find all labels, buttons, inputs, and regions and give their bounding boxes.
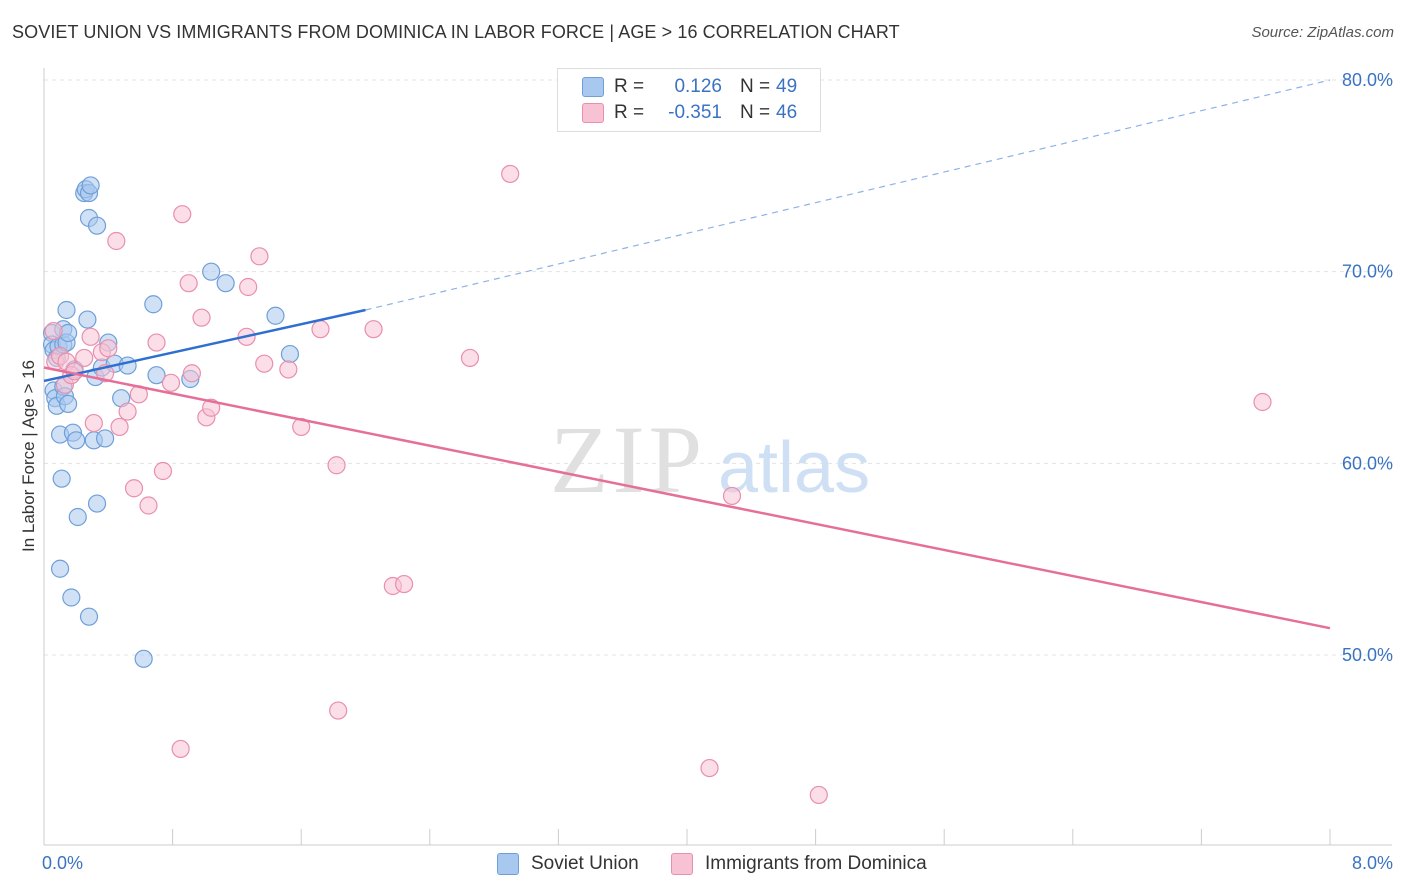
dominica-point <box>239 277 258 297</box>
legend-swatch-dominica <box>582 103 604 123</box>
y-axis-label: In Labor Force | Age > 16 <box>19 360 38 552</box>
dominica-point <box>81 327 100 346</box>
y-tick-label: 50.0% <box>1342 645 1393 665</box>
soviet-union-point <box>52 469 71 488</box>
dominica-point <box>173 205 192 224</box>
dominica-point <box>722 486 742 506</box>
y-tick-labels: 80.0% 70.0% 60.0% 50.0% <box>1342 70 1393 665</box>
soviet-union-trend-extension <box>365 79 1331 311</box>
soviet-union-point <box>68 507 87 527</box>
dominica-point <box>192 308 211 327</box>
dominica-point <box>44 321 63 341</box>
soviet-union-point <box>62 588 81 607</box>
dominica-point <box>182 364 201 383</box>
y-tick-label: 60.0% <box>1342 453 1393 473</box>
dominica-point <box>311 320 330 339</box>
soviet-union-point <box>87 216 107 235</box>
soviet-union-point <box>78 310 97 329</box>
soviet-union-point <box>50 559 70 578</box>
dominica-point <box>809 785 828 805</box>
dominica-point <box>700 758 719 778</box>
legend-r-value: 0.126 <box>674 76 722 97</box>
soviet-union-point <box>134 649 153 668</box>
bottom-legend-swatch-soviet-union <box>497 853 519 875</box>
soviet-union-point <box>266 306 285 325</box>
soviet-union-point <box>95 429 115 448</box>
dominica-point <box>460 348 480 368</box>
bottom-legend-swatch-dominica <box>671 853 693 875</box>
soviet-union-point <box>147 366 166 385</box>
dominica-point <box>118 402 137 421</box>
dominica-point <box>124 479 144 498</box>
bottom-legend-dominica: Immigrants from Dominica <box>671 851 927 877</box>
x-tick-label: 0.0% <box>42 853 83 873</box>
legend-r-label: R = <box>614 76 645 97</box>
dominica-point <box>110 417 129 437</box>
legend-r-label: R = <box>614 102 645 123</box>
bottom-legend-label: Immigrants from Dominica <box>705 853 927 874</box>
dominica-point <box>394 574 414 594</box>
chart-title: SOVIET UNION VS IMMIGRANTS FROM DOMINICA… <box>12 22 900 42</box>
dominica-point <box>75 348 94 368</box>
soviet-union-point <box>81 176 100 195</box>
dominica-point <box>279 360 298 379</box>
grid-lines <box>44 79 1392 656</box>
dominica-point <box>255 354 274 373</box>
soviet-union-point <box>57 300 76 320</box>
chart-source: Source: ZipAtlas.com <box>1251 24 1394 41</box>
legend-n-label: N = <box>740 76 771 97</box>
watermark-atlas: atlas <box>718 428 870 508</box>
soviet-union-trend-line <box>43 308 366 383</box>
dominica-point <box>99 339 118 358</box>
soviet-union-point <box>67 431 86 450</box>
legend-r-value: -0.351 <box>668 102 722 123</box>
dominica-point <box>364 320 383 339</box>
y-tick-label: 70.0% <box>1342 262 1393 282</box>
legend-n-value: 46 <box>776 102 798 123</box>
x-ticks: 0.0% 8.0% <box>42 829 1393 873</box>
soviet-union-point <box>280 344 300 364</box>
legend-row-soviet-union: R = 0.126 N = 49 <box>582 74 797 100</box>
bottom-legend-soviet-union: Soviet Union <box>497 851 639 877</box>
dominica-trend-line <box>43 366 1331 630</box>
soviet-union-point <box>59 394 78 414</box>
legend-row-dominica: R = -0.351 N = 46 <box>582 100 797 126</box>
correlation-legend: R = 0.126 N = 49 R = -0.351 N = 46 <box>557 68 821 132</box>
dominica-point <box>107 231 126 251</box>
dominica-point <box>139 496 158 515</box>
soviet-union-point <box>118 356 137 375</box>
x-tick-label: 8.0% <box>1352 853 1393 873</box>
legend-n-value: 49 <box>776 76 798 97</box>
dominica-point <box>161 373 181 392</box>
dominica-point <box>327 456 346 475</box>
soviet-union-point <box>79 607 99 626</box>
dominica-point <box>250 247 269 266</box>
y-tick-label: 80.0% <box>1342 70 1393 90</box>
dominica-point <box>147 333 166 352</box>
dominica-point <box>153 461 173 481</box>
watermark: ZIP atlas <box>550 406 870 513</box>
soviet-union-point <box>87 494 107 513</box>
dominica-point <box>1253 392 1272 412</box>
legend-n-label: N = <box>740 102 771 123</box>
dominica-point <box>329 701 348 720</box>
soviet-union-point <box>216 274 235 293</box>
dominica-point <box>501 164 520 184</box>
data-points <box>42 164 1272 805</box>
legend-swatch-soviet-union <box>582 77 604 97</box>
bottom-legend-label: Soviet Union <box>531 853 639 874</box>
dominica-point <box>84 413 103 433</box>
dominica-point <box>171 739 190 759</box>
trend-lines <box>43 79 1331 630</box>
soviet-union-point <box>202 262 221 281</box>
axes <box>43 68 1392 846</box>
soviet-union-point <box>144 295 163 314</box>
dominica-point <box>179 274 198 293</box>
